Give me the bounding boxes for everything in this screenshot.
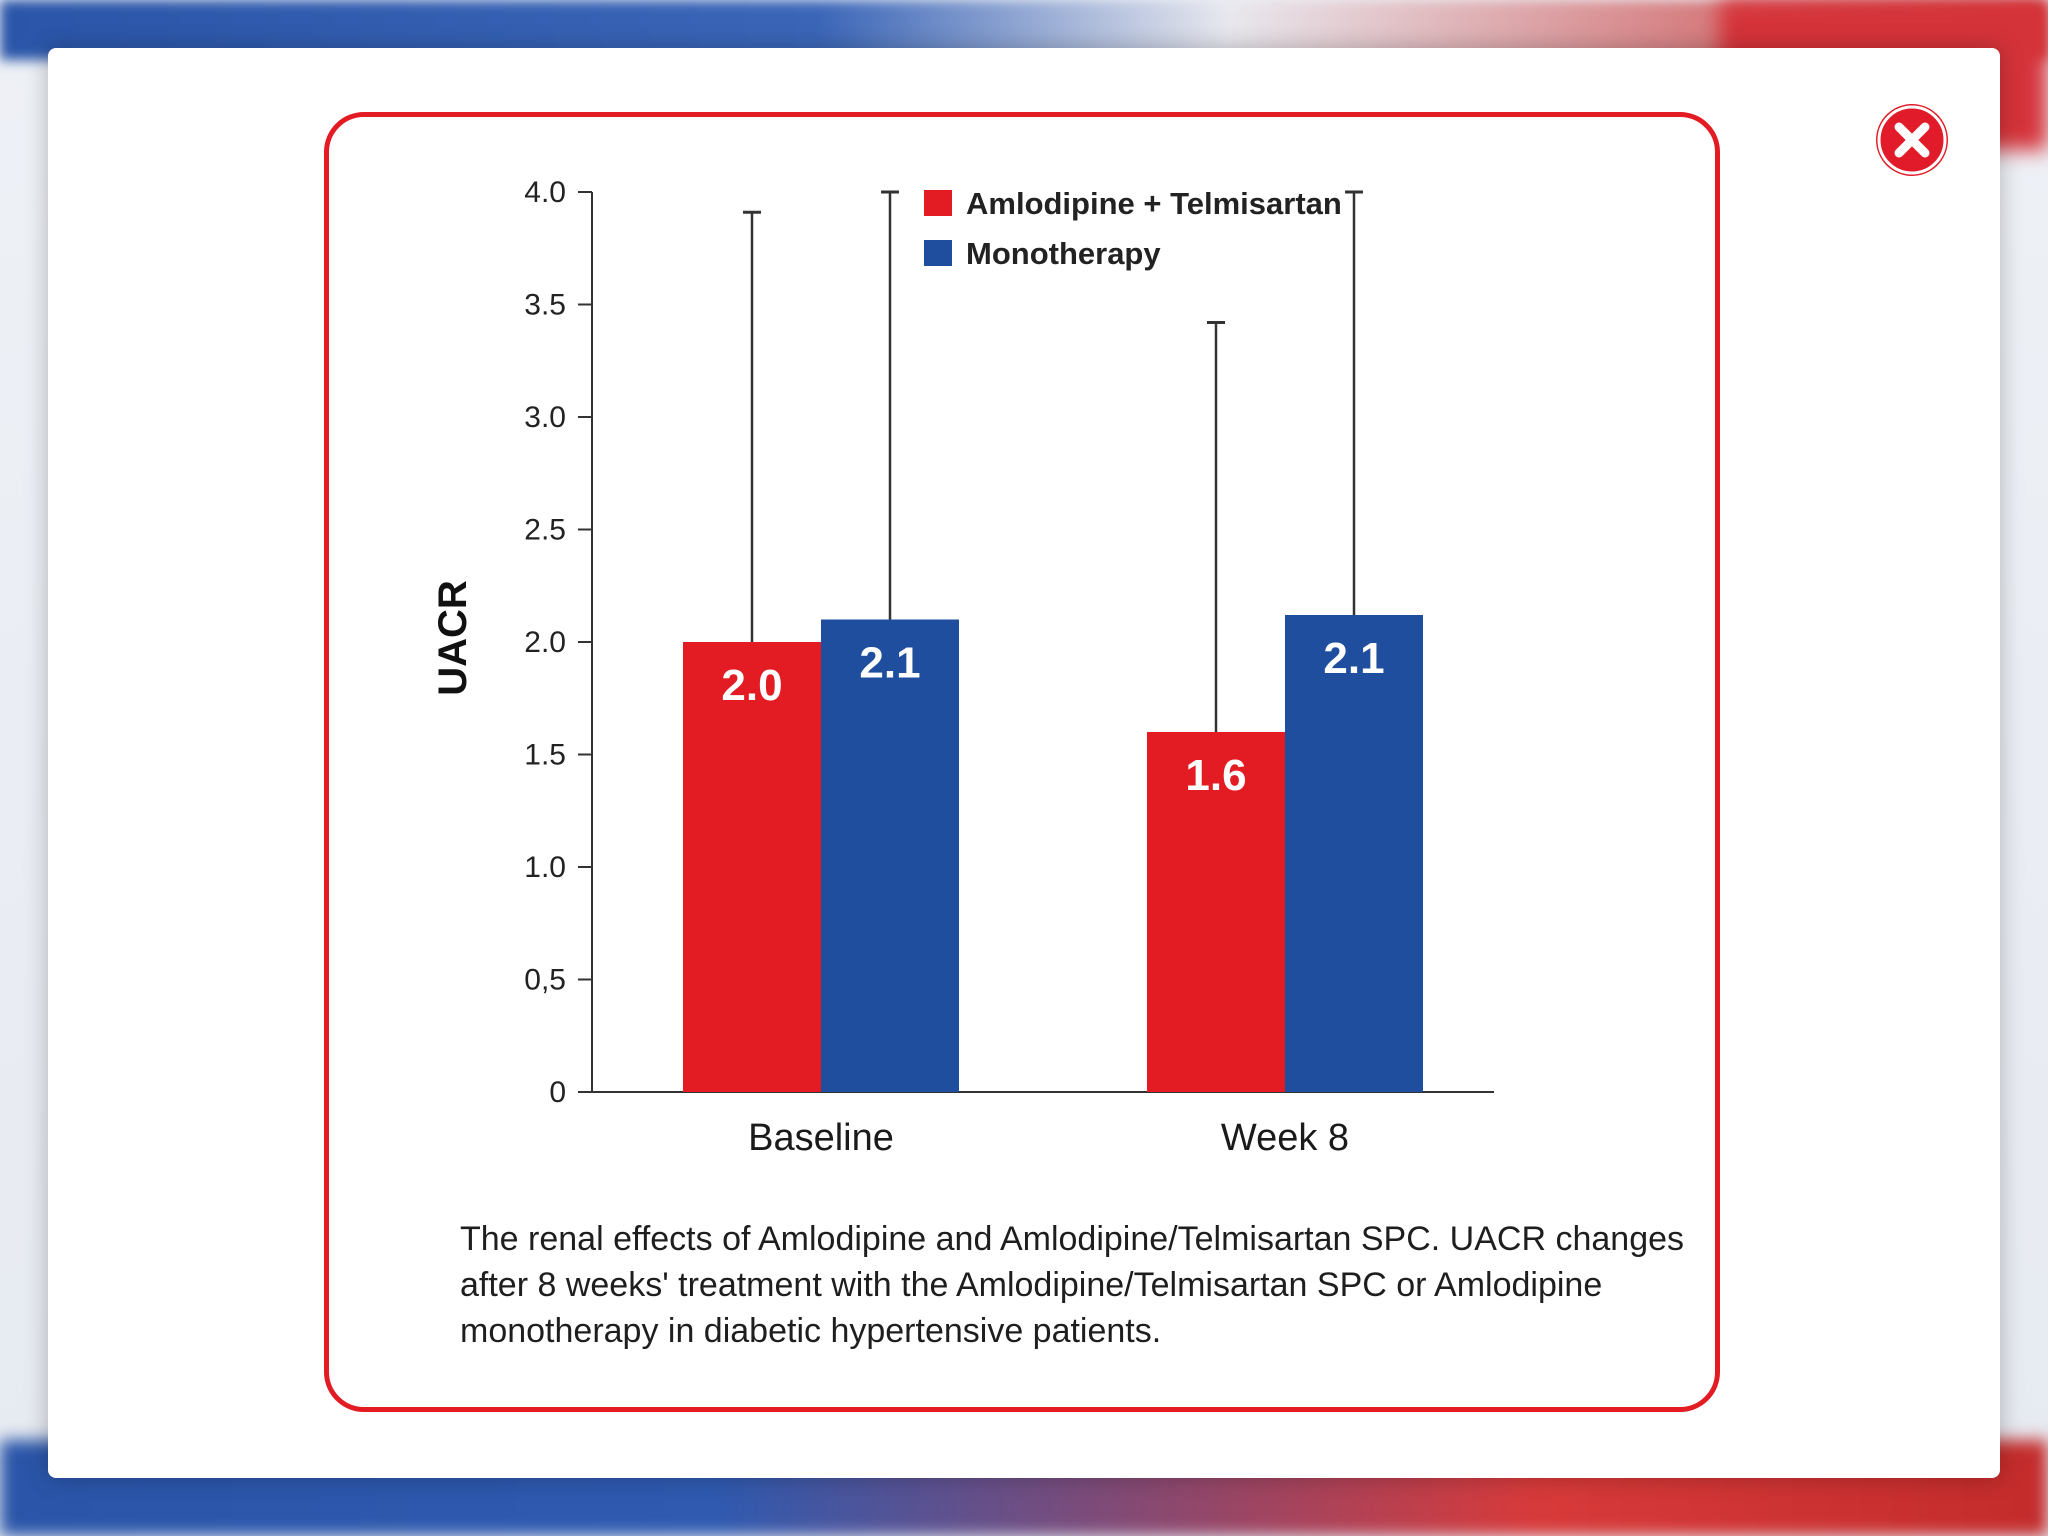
- bar-combo-0: [683, 642, 821, 1092]
- y-tick-label: 2.0: [524, 626, 566, 659]
- chart-bars: 2.0 2.1 1.6 2.1: [683, 190, 1423, 1092]
- bar-combo-1: [1147, 732, 1285, 1092]
- x-category-label: Baseline: [748, 1117, 894, 1159]
- y-tick-label: 1.5: [524, 739, 566, 772]
- x-category-label: Week 8: [1221, 1117, 1349, 1159]
- legend-swatch: [924, 240, 952, 266]
- y-tick-label: 3.0: [524, 401, 566, 434]
- data-label: 1.6: [1185, 751, 1246, 800]
- data-label: 2.0: [721, 661, 782, 710]
- legend-label: Amlodipine + Telmisartan: [966, 186, 1342, 221]
- data-label: 2.1: [859, 639, 920, 688]
- chart-legend: Amlodipine + Telmisartan Monotherapy: [924, 186, 1342, 271]
- y-tick-label: 3.5: [524, 289, 566, 322]
- y-tick-label: 0: [549, 1076, 566, 1109]
- chart-modal: [48, 48, 2000, 1478]
- close-button[interactable]: [1876, 104, 1948, 176]
- bar-mono-1: [1285, 615, 1423, 1092]
- legend-swatch: [924, 190, 952, 216]
- y-axis-title: UACR: [431, 580, 475, 696]
- close-icon: [1877, 105, 1947, 175]
- data-label: 2.1: [1323, 634, 1384, 683]
- y-tick-label: 1.0: [524, 851, 566, 884]
- y-tick-label: 0,5: [524, 964, 566, 997]
- chart-frame: [324, 112, 1720, 1412]
- y-tick-label: 2.5: [524, 514, 566, 547]
- legend-label: Monotherapy: [966, 236, 1161, 271]
- chart-caption: The renal effects of Amlodipine and Amlo…: [460, 1220, 1685, 1350]
- bar-mono-0: [821, 619, 959, 1092]
- y-tick-label: 4.0: [524, 176, 566, 209]
